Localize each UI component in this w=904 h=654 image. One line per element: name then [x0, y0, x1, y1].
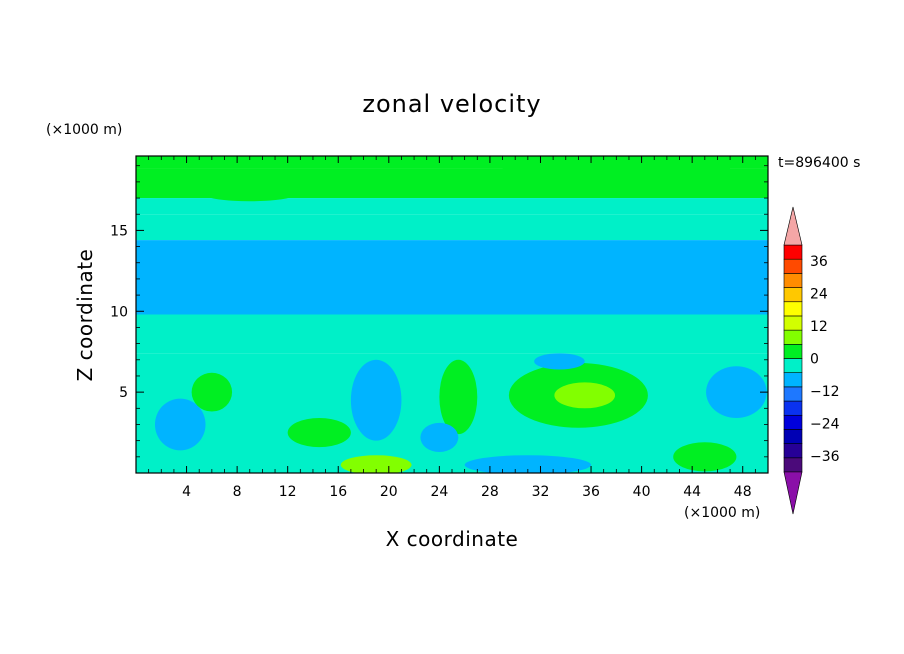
colorbar-under-triangle: [783, 471, 803, 515]
field-feature: [205, 188, 294, 202]
colorbar-over-triangle: [783, 206, 803, 246]
x-tick-label: 36: [582, 484, 600, 500]
field-band: [136, 314, 768, 354]
chart-title: zonal velocity: [362, 90, 541, 118]
colorbar: 36 24 12 0 −12 −24 −36: [783, 206, 840, 515]
y-tick-label: 5: [119, 385, 128, 401]
time-label: t=896400 s: [778, 155, 860, 171]
y-tick-label: 15: [110, 223, 128, 239]
colorbar-swatch: [783, 329, 803, 345]
field-feature: [350, 359, 402, 441]
field-band: [136, 214, 768, 241]
colorbar-swatch: [783, 301, 803, 317]
colorbar-tick-label: −12: [810, 384, 840, 400]
x-tick-label: 40: [633, 484, 651, 500]
field-feature: [420, 422, 459, 452]
x-tick-label: 48: [734, 484, 752, 500]
colorbar-swatch: [783, 443, 803, 459]
field-feature: [287, 418, 351, 448]
y-axis: 5 10 15: [110, 165, 768, 458]
colorbar-tick-label: −36: [810, 449, 840, 465]
colorbar-tick-label: 0: [810, 352, 819, 368]
x-tick-label: 4: [182, 484, 191, 500]
contour-field: [136, 156, 768, 473]
colorbar-swatch: [783, 287, 803, 303]
colorbar-tick-label: 24: [810, 287, 828, 303]
colorbar-swatch: [783, 457, 803, 473]
colorbar-swatch: [783, 315, 803, 331]
colorbar-swatch: [783, 358, 803, 373]
x-axis: 4 8 12 16 20 24 28 32 36 40 44 48: [148, 156, 756, 500]
x-tick-label: 12: [279, 484, 297, 500]
field-feature: [154, 398, 206, 451]
colorbar-tick-label: −24: [810, 416, 840, 432]
colorbar-swatch: [783, 414, 803, 430]
colorbar-swatch: [783, 258, 803, 274]
colorbar-swatch: [783, 400, 803, 416]
x-tick-label: 24: [430, 484, 448, 500]
field-feature: [554, 382, 616, 409]
field-feature: [191, 372, 233, 412]
x-axis-label: X coordinate: [386, 527, 519, 551]
colorbar-swatch: [783, 372, 803, 388]
x-tick-label: 32: [532, 484, 550, 500]
colorbar-tick-label: 36: [810, 254, 828, 270]
x-tick-label: 44: [683, 484, 701, 500]
field-feature: [340, 455, 412, 473]
colorbar-tick-label: 12: [810, 319, 828, 335]
colorbar-swatch: [783, 273, 803, 288]
field-feature: [706, 366, 767, 419]
x-tick-label: 16: [329, 484, 347, 500]
y-axis-label: Z coordinate: [73, 249, 97, 382]
field-feature: [439, 359, 478, 435]
y-unit-label: (×1000 m): [46, 122, 122, 138]
x-unit-label: (×1000 m): [684, 505, 760, 521]
colorbar-swatch: [783, 429, 803, 444]
colorbar-swatch: [783, 386, 803, 402]
x-tick-label: 20: [380, 484, 398, 500]
x-tick-label: 28: [481, 484, 499, 500]
field-feature: [673, 442, 737, 472]
colorbar-swatch: [783, 244, 803, 260]
x-tick-label: 8: [233, 484, 242, 500]
colorbar-swatch: [783, 344, 803, 359]
field-feature: [534, 353, 585, 370]
field-feature: [502, 157, 731, 181]
y-tick-label: 10: [110, 304, 128, 320]
field-band: [136, 240, 768, 315]
field-feature: [464, 455, 592, 473]
field-band: [136, 198, 768, 215]
